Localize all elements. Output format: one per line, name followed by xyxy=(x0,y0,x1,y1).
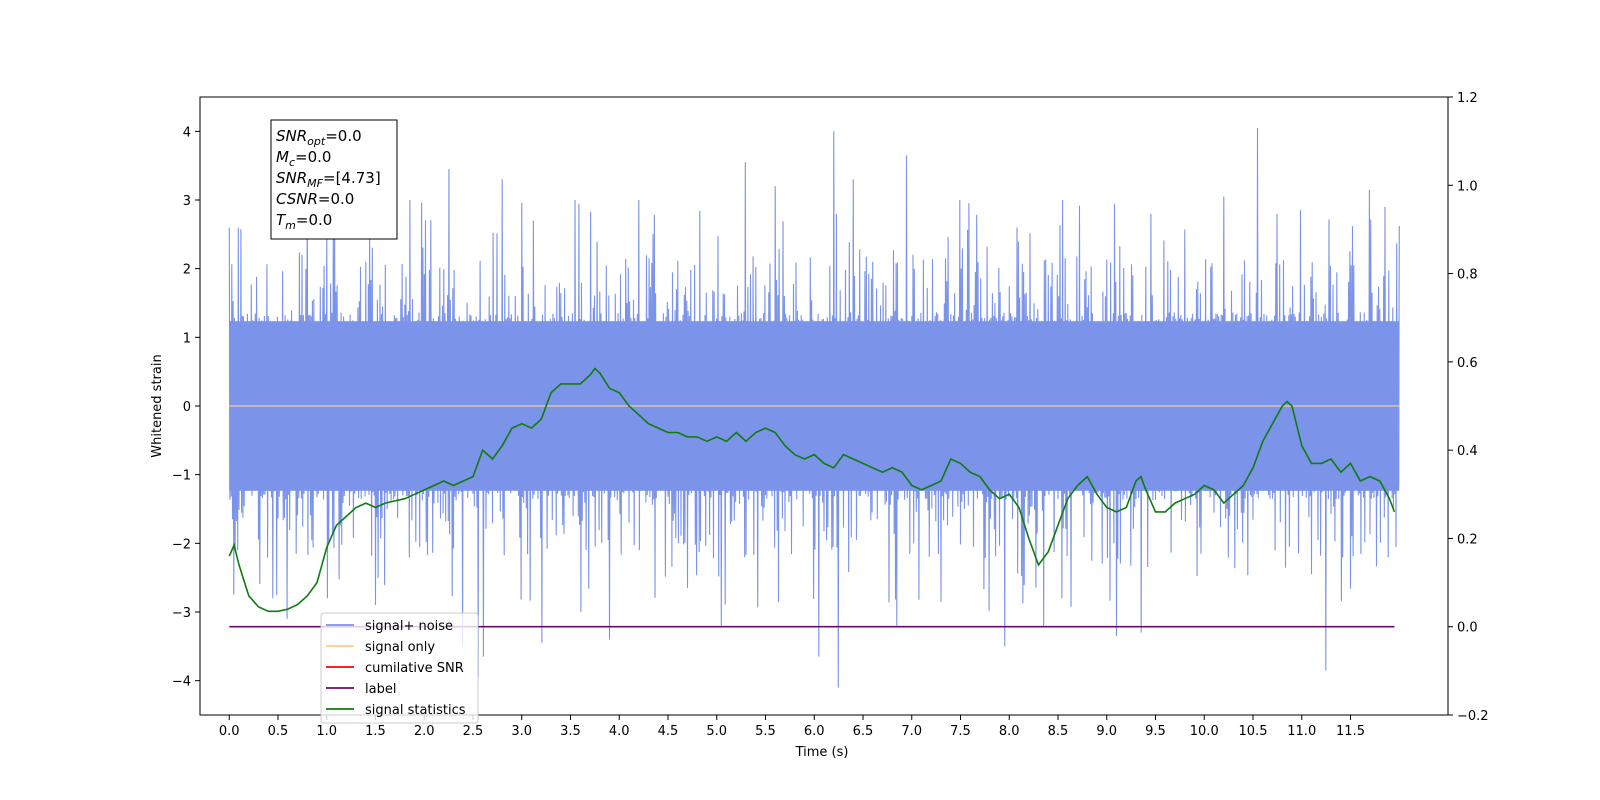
x-tick-label: 0.5 xyxy=(268,724,289,739)
x-tick-label: 8.0 xyxy=(999,724,1020,739)
y-tick-label: −2 xyxy=(172,537,191,552)
y2-tick-label: 0.2 xyxy=(1457,532,1478,547)
x-tick-label: 11.0 xyxy=(1287,724,1316,739)
legend-frame xyxy=(320,612,479,724)
x-tick-label: 6.0 xyxy=(804,724,825,739)
y-tick-label: −1 xyxy=(172,469,191,484)
annotation-line: CSNR=0.0 xyxy=(276,190,354,208)
series-line-signal-statistics xyxy=(228,367,1396,613)
legend-label: label xyxy=(365,682,396,697)
y-axis-right: −0.2 0.0 0.2 0.4 0.6 0.8 1.0 1.2 xyxy=(1448,91,1489,724)
noise-series-layer xyxy=(228,127,1400,688)
x-tick-label: 11.5 xyxy=(1336,724,1365,739)
y-tick-label: 0 xyxy=(183,400,191,415)
y-tick-label: −3 xyxy=(172,606,191,621)
y-tick-label: 3 xyxy=(183,194,191,209)
annotation-line: Tm=0.0 xyxy=(276,211,332,232)
y2-tick-label: 0.4 xyxy=(1457,444,1478,459)
x-tick-label: 9.0 xyxy=(1096,724,1117,739)
legend-label: cumilative SNR xyxy=(365,661,464,676)
x-tick-label: 2.0 xyxy=(414,724,435,739)
x-tick-label: 3.0 xyxy=(511,724,532,739)
y2-tick-label: 1.0 xyxy=(1457,179,1478,194)
x-tick-label: 4.5 xyxy=(658,724,679,739)
y-tick-label: 1 xyxy=(183,331,191,346)
annotation-line: SNRMF=[4.73] xyxy=(276,169,381,190)
x-tick-label: 7.0 xyxy=(901,724,922,739)
y-axis-title: Whitened strain xyxy=(150,354,165,457)
x-tick-label: 3.5 xyxy=(560,724,581,739)
x-tick-label: 2.5 xyxy=(463,724,484,739)
x-tick-label: 5.5 xyxy=(755,724,776,739)
x-tick-label: 4.0 xyxy=(609,724,630,739)
x-tick-label: 0.0 xyxy=(219,724,240,739)
x-axis: 0.0 0.5 1.0 1.5 2.0 2.5 3.0 3.5 4.0 4.5 5.0 5.5 6.0 6… xyxy=(219,715,1365,739)
y2-tick-label: −0.2 xyxy=(1457,709,1489,724)
x-tick-label: 6.5 xyxy=(853,724,874,739)
legend: signal+ noise signal only cumilative SNR la… xyxy=(320,612,479,724)
x-axis-title: Time (s) xyxy=(795,745,849,760)
y-tick-label: −4 xyxy=(172,675,191,690)
annotation-frame xyxy=(270,119,398,240)
y2-tick-label: 1.2 xyxy=(1457,91,1478,106)
x-tick-label: 8.5 xyxy=(1048,724,1069,739)
x-tick-label: 7.5 xyxy=(950,724,971,739)
y2-tick-label: 0.0 xyxy=(1457,621,1478,636)
y2-tick-label: 0.8 xyxy=(1457,268,1478,283)
x-tick-label: 10.0 xyxy=(1190,724,1219,739)
legend-label: signal only xyxy=(365,640,435,655)
y-tick-label: 4 xyxy=(183,125,191,140)
x-tick-label: 5.0 xyxy=(706,724,727,739)
x-tick-label: 1.5 xyxy=(365,724,386,739)
annotation-line: Mc=0.0 xyxy=(276,148,331,169)
annotation-line: SNRopt=0.0 xyxy=(276,127,362,148)
y-tick-label: 2 xyxy=(183,263,191,278)
legend-label: signal statistics xyxy=(365,703,466,718)
legend-label: signal+ noise xyxy=(365,619,453,634)
y2-tick-label: 0.6 xyxy=(1457,356,1478,371)
x-tick-label: 10.5 xyxy=(1239,724,1268,739)
y-axis-left: −4 −3 −2 −1 0 1 2 3 4 xyxy=(172,125,200,690)
x-tick-label: 9.5 xyxy=(1145,724,1166,739)
x-tick-label: 1.0 xyxy=(316,724,337,739)
